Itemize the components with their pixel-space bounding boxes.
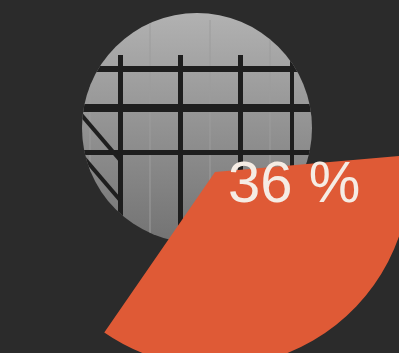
svg-text:36 %: 36 % xyxy=(228,149,360,214)
